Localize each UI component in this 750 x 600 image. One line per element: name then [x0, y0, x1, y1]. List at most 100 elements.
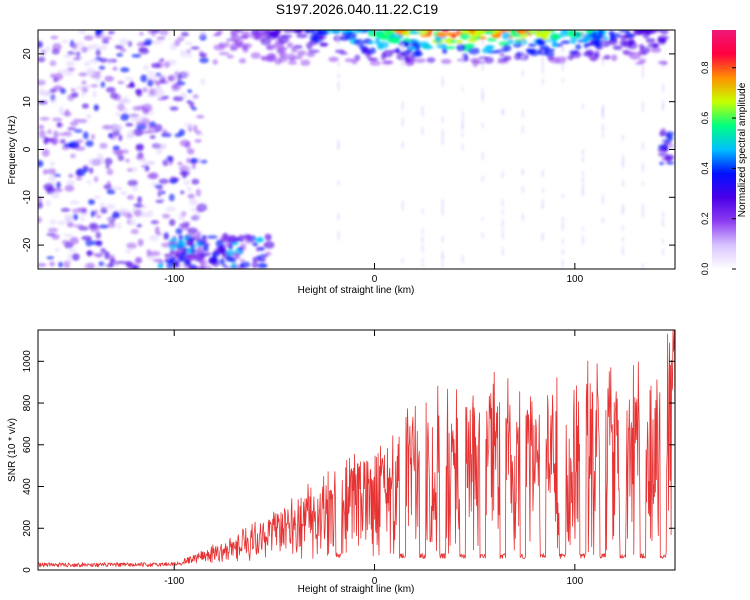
heatmap-cell	[67, 67, 76, 72]
heatmap-cell	[106, 189, 116, 195]
heatmap-cell	[369, 47, 376, 54]
heatmap-cell	[54, 247, 60, 253]
heatmap-cell	[254, 238, 265, 243]
heatmap-streak	[401, 258, 404, 263]
heatmap-cell	[440, 58, 452, 64]
heatmap-cell	[196, 205, 205, 210]
heatmap-cell	[38, 41, 42, 48]
heatmap-cell	[77, 119, 88, 123]
heatmap-cell	[173, 83, 182, 90]
heatmap-cell	[187, 89, 192, 93]
heatmap-streak	[421, 245, 424, 254]
heatmap-streak	[461, 132, 464, 138]
heatmap-streak	[441, 75, 444, 88]
heatmap-cell	[345, 31, 357, 40]
heatmap-cell	[113, 94, 122, 101]
heatmap-cell	[396, 52, 408, 61]
heatmap-streak	[421, 208, 424, 215]
heatmap-cell	[580, 35, 590, 43]
heatmap-cell	[56, 181, 61, 189]
heatmap-streak	[662, 218, 664, 223]
heatmap-cell	[164, 258, 170, 263]
heatmap-streak	[662, 138, 664, 145]
heatmap-cell	[286, 42, 294, 48]
heatmap-cell	[251, 261, 259, 269]
heatmap-cell	[189, 241, 195, 249]
heatmap-streak	[481, 216, 484, 221]
heatmap-cell	[456, 39, 463, 45]
heatmap-cell	[230, 35, 242, 41]
heatmap-cell	[96, 240, 103, 247]
heatmap-cell	[217, 30, 223, 35]
heatmap-cell	[186, 256, 197, 260]
heatmap-cell	[106, 263, 114, 268]
heatmap-cell	[239, 263, 244, 269]
heatmap-cell	[72, 57, 81, 61]
heatmap-cell	[92, 90, 97, 99]
heatmap-cell	[78, 72, 88, 77]
heatmap-cell	[194, 139, 202, 143]
heatmap-cell	[38, 216, 42, 223]
heatmap-cell	[664, 155, 672, 162]
heatmap-cell	[129, 113, 140, 117]
heatmap-cell	[262, 242, 269, 248]
heatmap-streak	[461, 54, 464, 64]
heatmap-cell	[283, 30, 293, 33]
heatmap-streak	[621, 245, 624, 257]
heatmap-streak	[421, 235, 424, 246]
heatmap-cell	[98, 224, 109, 229]
heatmap-streak	[621, 133, 624, 142]
heatmap-cell	[168, 244, 179, 250]
heatmap-cell	[627, 41, 638, 50]
heatmap-cell	[497, 60, 509, 64]
heatmap-cell	[98, 45, 108, 51]
heatmap-streak	[441, 137, 444, 146]
heatmap-cell	[52, 117, 63, 122]
heatmap-cell	[200, 78, 206, 86]
heatmap-cell	[139, 31, 144, 36]
heatmap-cell	[178, 234, 184, 241]
heatmap-cell	[535, 38, 545, 46]
heatmap-cell	[108, 133, 114, 138]
snr-ytick-label: 600	[22, 436, 33, 453]
heatmap-cell	[120, 208, 130, 216]
heatmap-cell	[183, 180, 191, 186]
heatmap-streak	[521, 185, 524, 194]
heatmap-cell	[38, 100, 48, 105]
heatmap-cell	[115, 112, 121, 117]
heatmap-cell	[130, 115, 138, 122]
heatmap-cell	[541, 30, 551, 37]
heatmap-cell	[105, 203, 116, 210]
heatmap-cell	[652, 43, 660, 48]
heatmap-cell	[126, 194, 135, 200]
heatmap-streak	[601, 133, 604, 139]
colorbar-tick-label: 0.6	[700, 112, 710, 125]
heatmap-cell	[184, 259, 191, 266]
heatmap-cell	[179, 49, 188, 58]
heatmap-cell	[554, 60, 566, 64]
snr-series-line	[38, 330, 675, 568]
heatmap-streak	[421, 257, 424, 262]
heatmap-cell	[233, 40, 239, 44]
heatmap-cell	[152, 258, 163, 263]
heatmap-cell	[453, 32, 463, 36]
heatmap-cell	[224, 42, 230, 48]
heatmap-cell	[100, 248, 107, 254]
heatmap-cell	[223, 242, 232, 248]
heatmap-streak	[662, 238, 664, 244]
snr-ytick-label: 0	[22, 567, 33, 573]
heatmap-cell	[93, 104, 99, 112]
heatmap-cell	[444, 32, 454, 36]
heatmap-cell	[133, 209, 143, 217]
heatmap-streak	[401, 200, 404, 212]
heatmap-cell	[472, 59, 479, 67]
heatmap-streak	[441, 253, 444, 262]
heatmap-cell	[81, 103, 89, 109]
heatmap-cell	[162, 213, 171, 219]
heatmap-cell	[79, 216, 85, 221]
heatmap-cell	[38, 130, 46, 138]
heatmap-cell	[104, 157, 113, 166]
heatmap-streak	[421, 262, 424, 268]
heatmap-cell	[486, 37, 498, 42]
heatmap-cell	[187, 53, 192, 58]
